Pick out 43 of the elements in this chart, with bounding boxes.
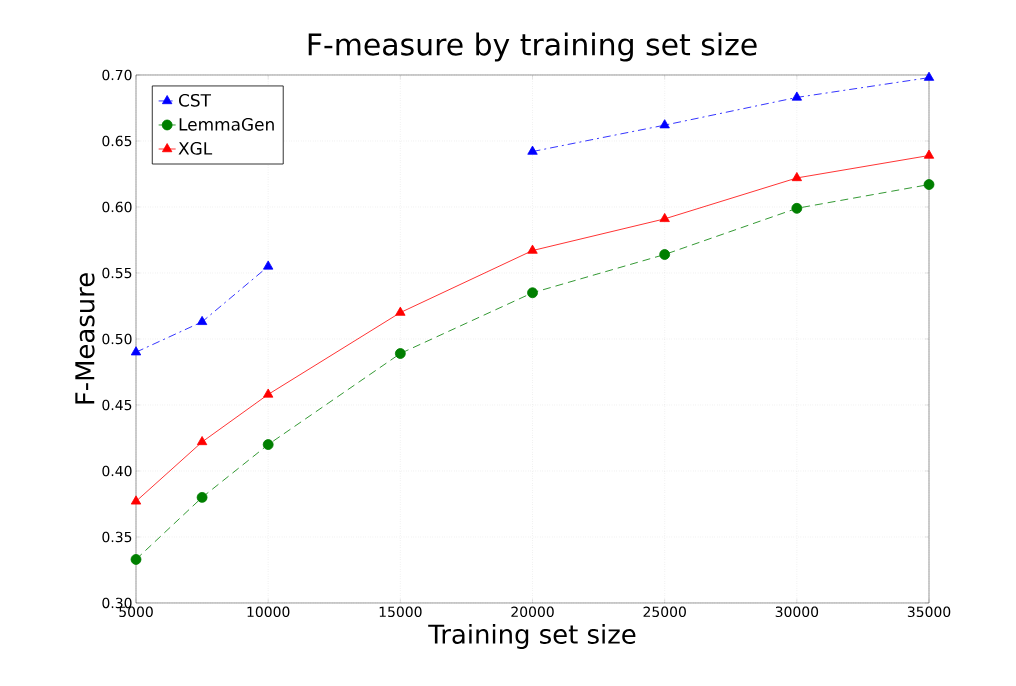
point xyxy=(130,495,142,505)
point xyxy=(196,492,208,503)
y-tick-label: 0.55 xyxy=(102,267,132,279)
y-axis-title: F-Measure xyxy=(75,273,95,404)
x-tick-label: 35000 xyxy=(907,606,951,618)
point xyxy=(659,249,671,260)
point xyxy=(527,287,538,299)
point xyxy=(791,91,802,101)
point xyxy=(263,388,274,398)
point xyxy=(923,149,935,159)
y-tick-label: 0.70 xyxy=(102,69,132,81)
point xyxy=(263,260,274,270)
point xyxy=(394,348,406,359)
point xyxy=(196,436,208,446)
legend-label: CST xyxy=(179,93,212,107)
x-tick-label: 25000 xyxy=(643,606,686,618)
point xyxy=(130,554,142,565)
y-tick-label: 0.35 xyxy=(102,531,132,543)
point xyxy=(527,244,538,254)
point xyxy=(791,202,803,214)
chart-title: F-measure by training set size xyxy=(308,32,757,62)
x-tick-label: 10000 xyxy=(247,606,290,618)
point xyxy=(791,172,802,182)
point xyxy=(923,179,935,190)
legend-label: LemmaGen xyxy=(179,117,274,131)
x-tick-label: 20000 xyxy=(511,606,554,618)
x-tick-label: 15000 xyxy=(379,606,422,618)
y-tick-label: 0.40 xyxy=(102,465,132,477)
y-tick-label: 0.50 xyxy=(102,333,132,345)
point xyxy=(659,119,670,129)
legend-label: XGL xyxy=(178,141,213,155)
point xyxy=(262,439,274,450)
x-tick-label: 30000 xyxy=(775,606,819,618)
y-tick-label: 0.65 xyxy=(102,135,132,147)
point xyxy=(923,71,935,81)
point xyxy=(527,145,538,155)
point xyxy=(395,306,406,316)
y-tick-label: 0.60 xyxy=(102,201,132,213)
point xyxy=(659,212,670,223)
point xyxy=(196,315,208,325)
point xyxy=(130,346,142,356)
x-axis-title: Training set size xyxy=(428,623,636,649)
y-tick-label: 0.45 xyxy=(102,399,132,411)
